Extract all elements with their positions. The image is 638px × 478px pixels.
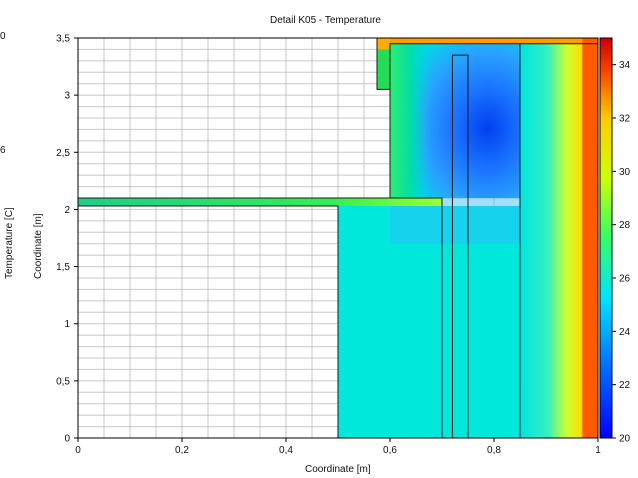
colorbar-tick-label: 30 (619, 167, 631, 178)
upper-left-notch-fill (377, 38, 390, 90)
y-tick-label: 3 (64, 91, 70, 102)
right-edge-hot-fill (582, 38, 598, 438)
material-outline (78, 205, 339, 438)
colorbar-tick-label: 34 (619, 60, 631, 71)
top-corner-hot-fill (377, 38, 390, 50)
material-outline (390, 197, 443, 438)
x-tick-label: 1 (595, 445, 601, 456)
colorbar-gradient (599, 37, 613, 439)
colorbar-tick-label: 24 (619, 327, 631, 338)
y-tick-label: 0 (64, 434, 70, 445)
colorbar-tick-label: 26 (619, 274, 631, 285)
x-axis-label: Coordinate [m] (305, 464, 371, 475)
colorbar-label: Temperature [C] (4, 207, 15, 279)
cropped-axis-label-top: 0 (0, 31, 6, 42)
y-tick-label: 0,5 (56, 376, 70, 387)
plot-frame (77, 37, 599, 439)
y-tick-label: 2 (64, 205, 70, 216)
chart-title: Detail K05 - Temperature (270, 15, 381, 26)
x-tick-label: 0,8 (487, 445, 501, 456)
y-tick-label: 1 (64, 319, 70, 330)
x-tick-label: 0,6 (383, 445, 397, 456)
upper-transition-fill (390, 43, 432, 198)
top-edge-hot-fill (379, 38, 598, 44)
colorbar: 20 22 24 26 28 30 32 34 (599, 37, 631, 445)
y-tick-label: 1,5 (56, 262, 70, 273)
y-tick-label: 3,5 (56, 34, 70, 45)
heatmap-regions (78, 37, 598, 438)
material-outline (451, 54, 469, 438)
colorbar-tick-label: 32 (619, 114, 631, 125)
material-outline (389, 43, 598, 198)
plot-axes: 0 0,2 0,4 0,6 0,8 1 0 0,5 1 1,5 2 2,5 3 3,5 (56, 34, 601, 457)
x-tick-label: 0,2 (175, 445, 189, 456)
slab-strip-fill (78, 198, 442, 206)
cropped-axis-label-mid: 6 (0, 145, 6, 156)
colorbar-tick-label: 28 (619, 220, 631, 231)
colorbar-tick-label: 20 (619, 434, 631, 445)
colorbar-tick-label: 22 (619, 380, 631, 391)
x-tick-label: 0,4 (279, 445, 293, 456)
x-tick-label: 0 (75, 445, 81, 456)
y-tick-label: 2,5 (56, 148, 70, 159)
y-axis-label: Coordinate [m] (33, 213, 44, 279)
